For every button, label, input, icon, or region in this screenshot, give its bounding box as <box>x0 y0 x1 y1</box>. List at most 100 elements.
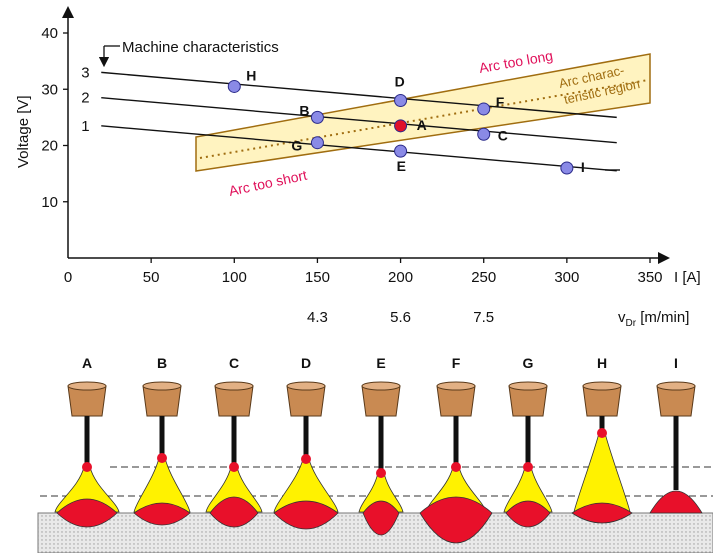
weld-pool <box>56 498 118 528</box>
drop-label: H <box>597 355 607 371</box>
arc-too-short-label: Arc too short <box>227 167 308 199</box>
torch-top <box>656 381 696 391</box>
voltage-current-chart: 10 20 30 40 0 50 100 150 200 250 300 350 1 2 3 A B C D E… <box>15 6 701 329</box>
x-tick-label: 350 <box>637 269 662 286</box>
drop-label: I <box>674 355 678 371</box>
drop-A: A <box>54 355 120 528</box>
weld-pool <box>209 496 259 528</box>
drop-label: B <box>157 355 167 371</box>
machine-line-label: 1 <box>81 118 89 135</box>
arc-center-dotted-line <box>199 79 649 159</box>
x-axis-label: I [A] <box>674 269 701 286</box>
arc-plasma <box>573 432 631 513</box>
y-tick-label: 30 <box>41 81 58 98</box>
drop-label: A <box>82 355 92 371</box>
torch-top <box>361 381 401 391</box>
x-tick-label: 300 <box>554 269 579 286</box>
arc-plasma <box>358 472 404 513</box>
x-tick-label: 100 <box>222 269 247 286</box>
point-B <box>310 110 324 124</box>
molten-droplet <box>229 462 239 472</box>
point-C <box>477 127 491 141</box>
weld-pool <box>649 490 703 514</box>
drop-H: H <box>571 355 633 524</box>
point-A <box>394 119 408 133</box>
drop-C: C <box>205 355 263 528</box>
point-label-D: D <box>395 74 405 90</box>
molten-droplet <box>523 462 533 472</box>
point-label-I: I <box>581 159 585 175</box>
x-tick-label: 150 <box>305 269 330 286</box>
molten-droplet <box>451 462 461 472</box>
machine-line-1 <box>101 125 617 172</box>
torch-top <box>286 381 326 391</box>
drop-I: I <box>649 355 703 514</box>
y-tick-label: 40 <box>41 25 58 42</box>
wire-electrode <box>84 416 90 467</box>
wire-electrode <box>231 416 237 467</box>
x-tick-label: 50 <box>143 269 160 286</box>
molten-droplet <box>157 453 167 463</box>
x-tick-label: 250 <box>471 269 496 286</box>
x-tick-label: 200 <box>388 269 413 286</box>
torch-top <box>508 381 548 391</box>
drop-B: B <box>133 355 191 526</box>
arc-plasma <box>54 466 120 513</box>
drop-label: D <box>301 355 311 371</box>
wire-electrode <box>599 416 605 433</box>
weld-pool <box>362 500 400 536</box>
drop-D: D <box>273 355 339 530</box>
molten-droplet <box>82 462 92 472</box>
point-label-A: A <box>417 117 427 133</box>
point-G <box>310 136 324 150</box>
wire-feed-subscript: Dr <box>626 318 637 329</box>
drop-label: G <box>523 355 534 371</box>
weld-pool <box>571 502 633 524</box>
wire-feed-tick-label: 4.3 <box>307 309 328 326</box>
point-H <box>227 79 241 93</box>
wire-feed-tick-label: 7.5 <box>473 309 494 326</box>
arc-plasma <box>503 466 553 513</box>
wire-feed-label: vDr [m/min] <box>618 309 689 329</box>
machine-line-label: 2 <box>81 90 89 107</box>
point-F <box>477 102 491 116</box>
x-tick-label: 0 <box>64 269 72 286</box>
wire-electrode <box>159 416 165 458</box>
weld-pool <box>133 502 191 526</box>
weld-pool <box>273 500 339 530</box>
wire-electrode <box>453 416 459 467</box>
wire-feed-tick-label: 5.6 <box>390 309 411 326</box>
torch-top <box>142 381 182 391</box>
molten-droplet <box>376 468 386 478</box>
wire-electrode <box>673 416 679 490</box>
point-label-F: F <box>496 94 505 110</box>
torch-top <box>214 381 254 391</box>
drop-F: F <box>419 355 493 544</box>
point-label-G: G <box>291 138 302 154</box>
machine-line-3 <box>101 71 617 119</box>
drop-G: G <box>503 355 553 528</box>
arc-characteristic-band <box>195 53 651 172</box>
wire-electrode <box>525 416 531 467</box>
arc-plasma <box>133 457 191 513</box>
wire-feed-symbol: v <box>618 309 626 326</box>
droplet-transfer-illustration: A B C D E F G H I <box>37 355 713 553</box>
point-label-B: B <box>299 102 309 118</box>
drop-E: E <box>358 355 404 536</box>
arc-plasma <box>205 466 263 513</box>
point-D <box>394 94 408 107</box>
wire-feed-unit: [m/min] <box>636 309 689 326</box>
point-I <box>560 161 574 175</box>
point-label-E: E <box>397 158 406 174</box>
machine-line-2 <box>101 96 617 144</box>
torch-top <box>436 381 476 391</box>
weld-pool <box>419 496 493 544</box>
wire-electrode <box>378 416 384 473</box>
drop-label: F <box>452 355 461 371</box>
molten-droplet <box>597 428 607 438</box>
torch-top <box>582 381 622 391</box>
torch-top <box>67 381 107 391</box>
y-tick-label: 20 <box>41 138 58 155</box>
machine-characteristics-label: Machine characteristics <box>122 39 279 56</box>
point-label-H: H <box>246 67 256 83</box>
